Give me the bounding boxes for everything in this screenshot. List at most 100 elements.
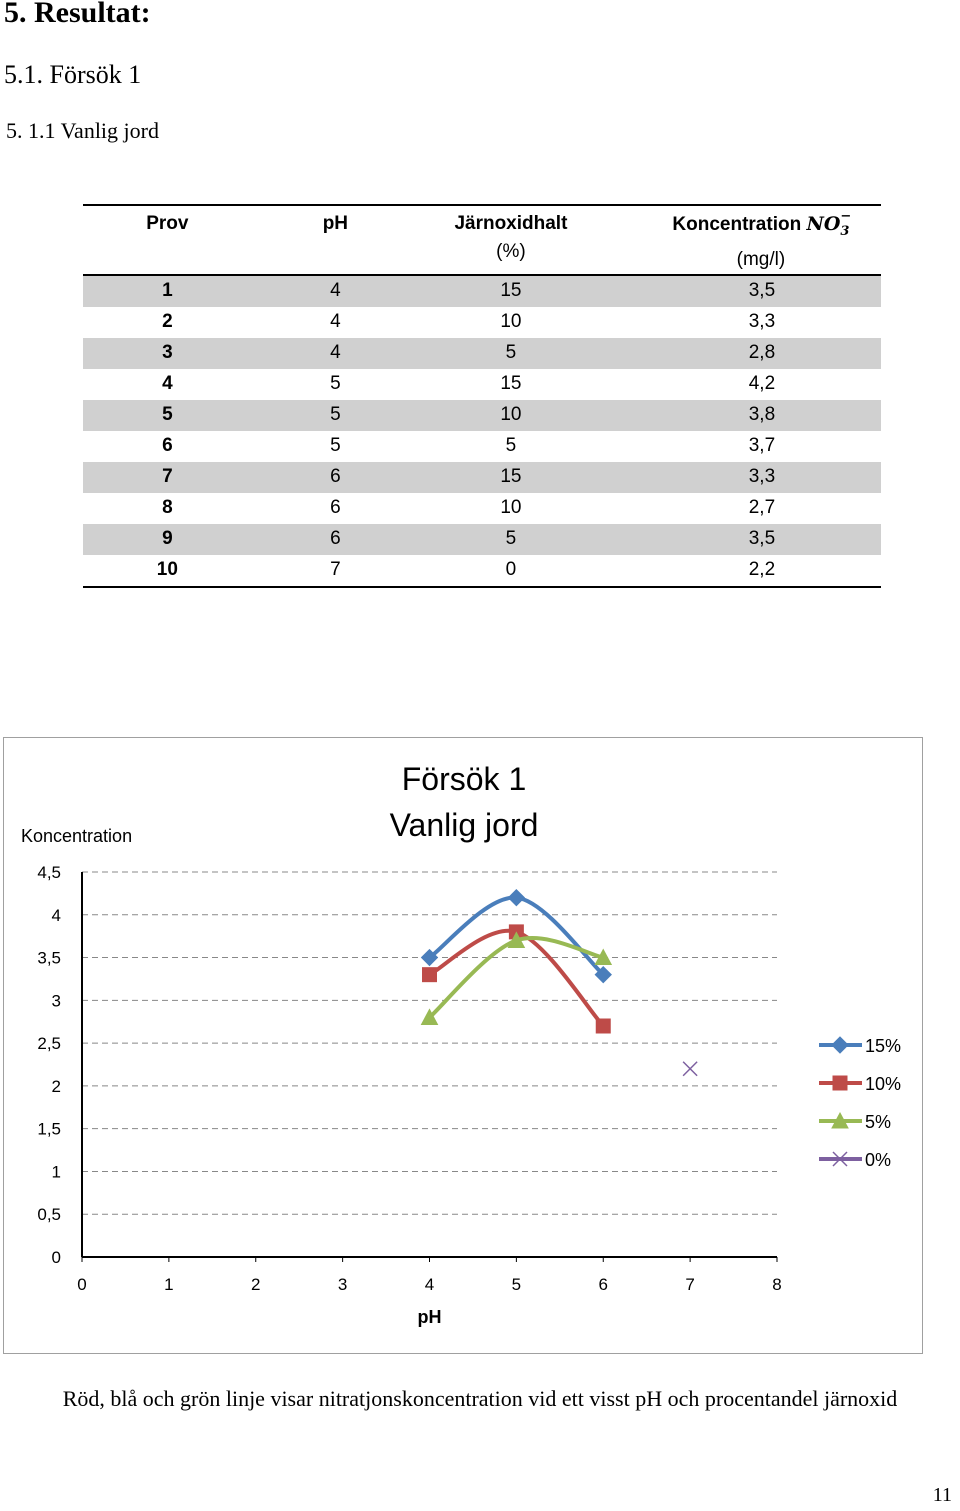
x-tick-label: 0: [77, 1275, 86, 1294]
series-line: [428, 936, 604, 1019]
table-cell: 3: [83, 337, 252, 369]
table-row: 5 5 10 3,8: [83, 399, 881, 431]
data-point: [420, 948, 439, 967]
header-prov: Prov: [83, 204, 252, 276]
data-point: [594, 965, 612, 984]
table-cell: 15: [419, 461, 603, 493]
data-point: [682, 1061, 698, 1077]
table-row: 10 7 0 2,2: [83, 554, 881, 588]
figure-caption: Röd, blå och grön linje visar nitratjons…: [62, 1386, 898, 1411]
x-tick-label: 8: [772, 1275, 781, 1294]
header-ph: pH: [251, 204, 420, 276]
table-cell: 2,2: [602, 554, 881, 588]
data-point: [422, 967, 437, 983]
x-tick-label: 5: [512, 1275, 521, 1294]
table-cell: 2: [162, 311, 173, 333]
x-tick-label: 1: [164, 1275, 173, 1294]
y-axis-label: Koncentration: [21, 826, 132, 846]
table-cell: 6: [251, 461, 420, 493]
table-row: 9 6 5 3,5: [83, 523, 881, 555]
section-heading: 5. Resultat:: [4, 0, 151, 29]
y-tick-label: 1,5: [37, 1120, 61, 1139]
table-row: 7 6 15 3,3: [83, 461, 881, 493]
table-cell: 5: [330, 373, 341, 395]
table-cell: 1: [83, 274, 252, 307]
table-row: 4 5 15 4,2: [83, 369, 881, 400]
table-cell: 10: [500, 497, 522, 519]
x-tick-label: 6: [599, 1275, 608, 1294]
data-point: [420, 1008, 439, 1025]
data-point: [507, 888, 526, 907]
table-cell: 3,7: [748, 435, 776, 457]
table-cell: 15: [419, 274, 603, 307]
chart-frame: Försök 1 Vanlig jord Koncentration 0 0,5 1 1,5…: [3, 737, 923, 1354]
table-cell: 3,3: [602, 461, 881, 493]
y-tick-label: 1: [52, 1162, 61, 1181]
y-tick-label: 4,5: [37, 863, 61, 882]
table-cell: 5: [505, 435, 517, 457]
legend-label: 10%: [865, 1074, 901, 1094]
table-cell: 3,3: [748, 311, 776, 333]
y-tick-label: 2: [52, 1077, 61, 1096]
legend-marker: [832, 1151, 848, 1167]
y-tick-label: 0,5: [37, 1205, 61, 1224]
table-cell: 8: [162, 497, 173, 519]
table-cell: 4: [251, 337, 420, 369]
chart: Försök 1 Vanlig jord Koncentration 0 0,5 1 1,5…: [21, 761, 901, 1327]
data-point: [595, 1018, 611, 1034]
table-cell: 15: [500, 373, 522, 395]
results-table: Prov pH Järnoxidhalt (%) Koncentration N…: [83, 204, 881, 588]
table-cell: 7: [251, 554, 420, 588]
table-row: 3 4 5 2,8: [83, 337, 881, 369]
table-cell: 9: [83, 523, 252, 555]
table-cell: 6: [162, 435, 173, 457]
table-row: 1 4 15 3,5: [83, 274, 881, 307]
y-tick-label: 4: [52, 906, 61, 925]
legend-marker: [831, 1036, 849, 1054]
table-cell: 3,5: [602, 523, 881, 555]
header-jarnoxidhalt: Järnoxidhalt (%): [419, 204, 603, 276]
x-tick-label: 4: [425, 1275, 434, 1294]
table-cell: 4: [330, 311, 341, 333]
y-tick-label: 0: [52, 1248, 61, 1267]
legend-marker: [831, 1111, 849, 1129]
x-tick-label: 2: [251, 1275, 260, 1294]
table-cell: 5: [251, 399, 420, 431]
table-header-row: Prov pH Järnoxidhalt (%) Koncentration N…: [83, 204, 881, 276]
table-row: 6 5 5 3,7: [83, 431, 881, 462]
x-axis-label: pH: [418, 1307, 442, 1327]
legend-label: 15%: [865, 1036, 901, 1056]
legend-label: 5%: [865, 1112, 891, 1132]
y-tick-label: 3,5: [37, 949, 61, 968]
chart-title-line: Vanlig jord: [390, 807, 539, 843]
table-row: 2 4 10 3,3: [83, 307, 881, 338]
table-cell: 3,5: [602, 274, 881, 307]
table-cell: 5: [330, 435, 341, 457]
table-cell: 4: [162, 373, 173, 395]
table-cell: 6: [330, 497, 341, 519]
table-cell: 3,8: [602, 399, 881, 431]
data-point: [594, 948, 613, 966]
y-tick-label: 3: [52, 991, 61, 1010]
table-cell: 10: [500, 311, 522, 333]
table-cell: 4: [251, 274, 420, 307]
legend-label: 0%: [865, 1150, 891, 1170]
x-tick-label: 3: [338, 1275, 347, 1294]
table-cell: 7: [83, 461, 252, 493]
data-point: [507, 931, 526, 948]
table-cell: 5: [419, 523, 603, 555]
table-cell: 10: [83, 554, 252, 588]
page-number: 11: [932, 1484, 952, 1506]
table-cell: 2,8: [602, 337, 881, 369]
table-cell: 4,2: [748, 373, 776, 395]
table-row: 8 6 10 2,7: [83, 493, 881, 524]
header-koncentration: Koncentration NO −3 (mg/l): [602, 204, 881, 276]
subsection-heading: 5.1. Försök 1: [4, 60, 142, 89]
table-cell: 5: [419, 337, 603, 369]
table-cell: 6: [251, 523, 420, 555]
table-cell: 10: [419, 399, 603, 431]
table-cell: 0: [419, 554, 603, 588]
table-cell: 5: [83, 399, 252, 431]
x-tick-label: 7: [685, 1275, 694, 1294]
y-tick-label: 2,5: [37, 1034, 61, 1053]
